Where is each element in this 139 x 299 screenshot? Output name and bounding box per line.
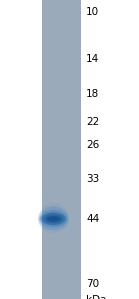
Text: 10: 10 [86,7,99,17]
Ellipse shape [38,206,69,230]
Text: 18: 18 [86,89,99,99]
Ellipse shape [41,212,66,225]
Text: kDa: kDa [86,295,107,299]
Text: 26: 26 [86,140,99,150]
Text: 33: 33 [86,174,99,184]
Ellipse shape [38,203,69,233]
Bar [42,0,81,299]
Ellipse shape [39,210,68,228]
Text: 44: 44 [86,214,99,224]
Ellipse shape [47,216,60,222]
Text: 70: 70 [86,279,99,289]
Text: 22: 22 [86,117,99,127]
Text: 14: 14 [86,54,99,64]
Ellipse shape [44,214,63,223]
